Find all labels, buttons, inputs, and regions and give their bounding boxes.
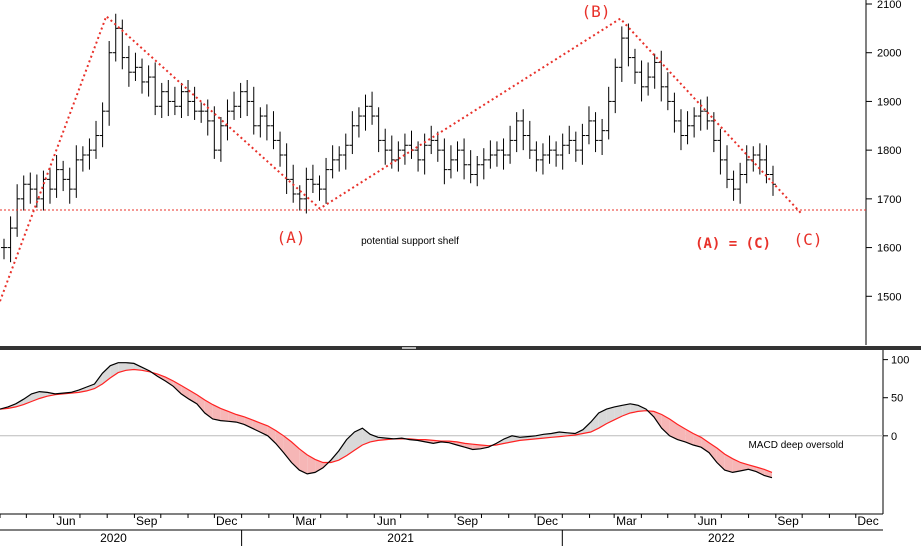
x-axis: Jun Sep Dec Mar Jun Sep Dec Mar Jun Sep Dec 2020 20…: [0, 513, 883, 546]
macd-fill-segment: [464, 443, 473, 450]
macd-fill-segment: [118, 362, 126, 373]
x-month-label: Sep: [777, 514, 799, 528]
x-month-labels: Jun Sep Dec Mar Jun Sep Dec Mar Jun Sep Dec: [0, 514, 879, 528]
macd-fill-segment: [716, 448, 725, 471]
macd-fill-segment: [606, 406, 615, 424]
x-month-label: Jun: [698, 514, 717, 528]
macd-y-ticks: 100 50 0: [883, 355, 909, 443]
label-support-shelf: potential support shelf: [361, 236, 459, 247]
macd-fill-segment: [582, 422, 591, 434]
macd-fill-segment: [362, 428, 371, 445]
x-month-label: Dec: [857, 514, 878, 528]
x-month-label: Mar: [295, 514, 316, 528]
macd-fill-segment: [283, 435, 292, 463]
macd-fill-segment: [661, 414, 670, 436]
macd-fill-segment: [653, 411, 662, 429]
price-y-tick-label: 1800: [877, 145, 901, 157]
price-y-tick-label: 1900: [877, 96, 901, 108]
macd-fill-segment: [110, 362, 119, 378]
macd-fill-segment: [622, 403, 631, 416]
macd-fill-segment: [275, 430, 284, 453]
price-y-ticks: 1500 1600 1700 1800 1900 2000 2100: [866, 0, 901, 303]
macd-fill-segment: [212, 404, 221, 421]
macd-fill-segment: [472, 444, 481, 450]
macd-fill-segment: [189, 390, 197, 404]
macd-fill-segment: [701, 437, 709, 453]
x-year-labels: 2020 2021 2022: [100, 530, 735, 546]
macd-fill-segment: [677, 424, 686, 442]
macd-fill-segment: [504, 435, 512, 444]
price-y-tick-label: 1500: [877, 291, 901, 303]
macd-fill-segment: [354, 428, 363, 451]
macd-fill-segment: [173, 381, 182, 394]
macd-y-tick-label: 50: [891, 393, 903, 405]
macd-fill-segment: [630, 403, 639, 413]
macd-fill-segment: [370, 434, 379, 442]
macd-fill-segment: [299, 448, 308, 474]
macd-fill-segment: [126, 362, 134, 371]
x-year-label: 2021: [387, 531, 414, 545]
macd-y-tick-label: 100: [891, 355, 909, 367]
macd-fill-segment: [220, 408, 229, 422]
price-y-tick-label: 1600: [877, 243, 901, 255]
macd-fill-segment: [315, 459, 323, 473]
macd-fill-segment: [669, 419, 678, 440]
price-panel: 1500 1600 1700 1800 1900 2000 2100 (A) (B) (C)…: [0, 0, 901, 345]
label-macd-note: MACD deep oversold: [748, 440, 843, 451]
macd-fill-segment: [709, 442, 717, 463]
label-a-equals-c: (A) = (C): [695, 236, 771, 252]
x-year-label: 2020: [100, 531, 127, 545]
label-wave-a: (A): [277, 228, 306, 247]
macd-fill-segment: [133, 363, 142, 371]
x-month-label: Jun: [56, 514, 75, 528]
macd-signal-line: [0, 368, 773, 473]
macd-fill-segment: [236, 414, 245, 425]
price-y-tick-label: 2100: [877, 0, 901, 11]
price-y-tick-label: 2000: [877, 48, 901, 60]
macd-line: [0, 362, 773, 479]
x-month-label: Jun: [377, 514, 396, 528]
macd-panel: 100 50 0 MACD deep oversold: [0, 350, 909, 514]
macd-fill-segment: [598, 409, 607, 429]
x-month-label: Dec: [216, 514, 237, 528]
x-month-label: Dec: [537, 514, 558, 528]
panel-divider[interactable]: [0, 346, 921, 350]
macd-fill-segment: [614, 405, 623, 420]
macd-fill-segment: [724, 454, 733, 473]
x-month-label: Sep: [136, 514, 158, 528]
macd-fill-segment: [338, 439, 347, 461]
macd-fill-segment: [291, 441, 300, 471]
price-bars: [1, 13, 776, 263]
macd-fill-segment: [267, 425, 276, 444]
macd-fill-segment: [165, 377, 174, 387]
label-wave-c: (C): [794, 230, 823, 249]
elliott-wave-lines: [0, 14, 803, 302]
macd-fill-segment: [181, 385, 190, 400]
macd-y-tick-label: 0: [891, 431, 897, 443]
x-month-label: Mar: [616, 514, 637, 528]
macd-fill-segment: [307, 454, 316, 474]
x-year-label: 2022: [708, 531, 735, 545]
price-y-tick-label: 1700: [877, 194, 901, 206]
macd-fill-segment: [590, 413, 599, 432]
label-wave-b: (B): [582, 2, 611, 21]
x-month-label: Sep: [457, 514, 479, 528]
